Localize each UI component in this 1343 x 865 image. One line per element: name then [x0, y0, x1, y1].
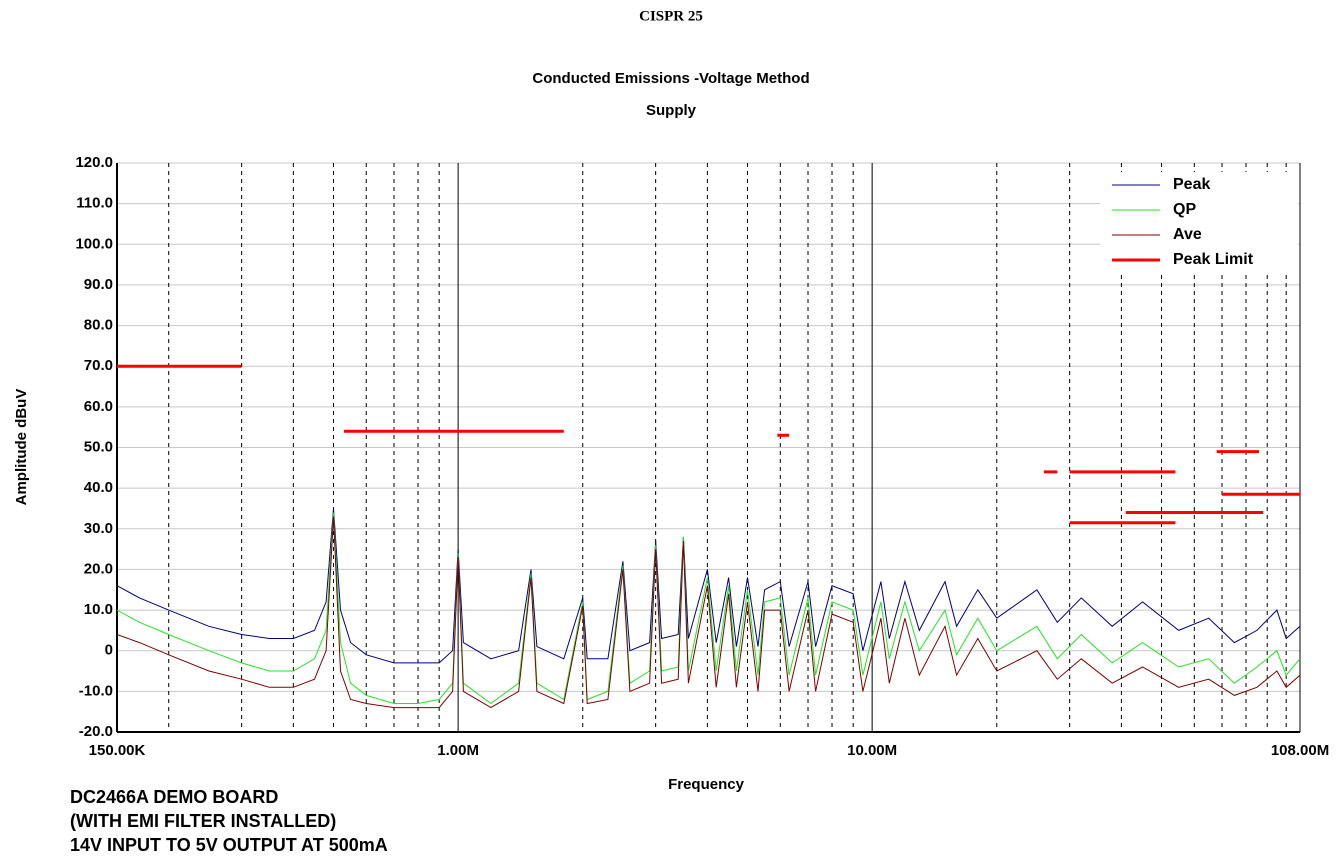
series-line	[116, 512, 1301, 705]
y-tick-label: 70.0	[84, 357, 113, 374]
series-line	[116, 516, 1301, 709]
y-tick-label: 110.0	[76, 195, 113, 212]
x-tick-label: 10.00M	[847, 742, 897, 759]
y-tick-label: -20.0	[79, 723, 113, 740]
annotation: 14V INPUT TO 5V OUTPUT AT 500mA	[70, 835, 388, 855]
y-tick-label: 40.0	[84, 479, 113, 496]
y-tick-label: 60.0	[84, 398, 113, 415]
y-tick-label: 20.0	[84, 560, 113, 577]
chart-title: CISPR 25	[639, 8, 703, 24]
legend-label: Peak Limit	[1173, 251, 1254, 268]
legend-label: QP	[1173, 201, 1196, 218]
y-axis-label: Amplitude dBuV	[13, 389, 30, 506]
x-axis-label: Frequency	[668, 776, 745, 793]
y-tick-label: -10.0	[79, 682, 113, 699]
legend-box	[1100, 172, 1298, 272]
y-tick-label: 90.0	[84, 276, 113, 293]
y-tick-label: 50.0	[84, 438, 113, 455]
legend-label: Peak	[1173, 176, 1210, 193]
chart-subtitle: Conducted Emissions -Voltage Method	[532, 70, 809, 87]
y-tick-label: 10.0	[84, 601, 113, 618]
x-tick-label: 108.00M	[1271, 742, 1329, 759]
y-tick-label: 30.0	[84, 520, 113, 537]
annotation: DC2466A DEMO BOARD	[70, 787, 278, 807]
y-tick-label: 100.0	[75, 235, 113, 252]
legend-label: Ave	[1173, 226, 1202, 243]
y-tick-label: 120.0	[75, 154, 113, 171]
y-tick-label: 0	[105, 642, 113, 659]
chart-subtitle: Supply	[646, 102, 697, 119]
x-tick-label: 1.00M	[437, 742, 479, 759]
annotation: (WITH EMI FILTER INSTALLED)	[70, 811, 336, 831]
y-tick-label: 80.0	[84, 317, 113, 334]
x-tick-label: 150.00K	[89, 742, 146, 759]
series-line	[117, 364, 1300, 525]
series-line	[116, 508, 1301, 664]
